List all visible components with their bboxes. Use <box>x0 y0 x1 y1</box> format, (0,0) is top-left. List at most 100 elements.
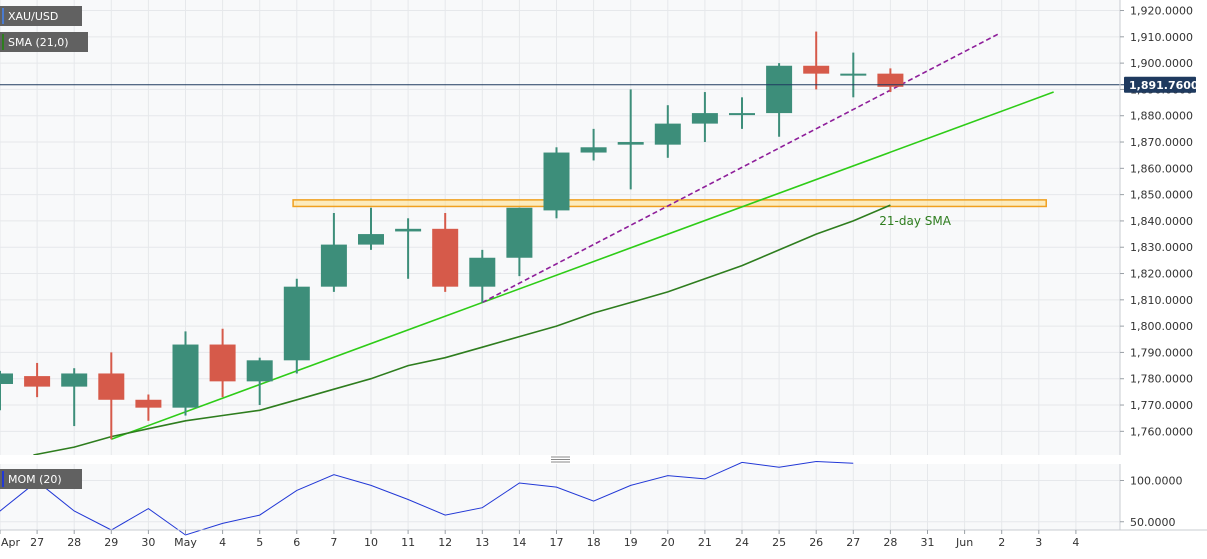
candle-layer <box>0 31 904 440</box>
momentum-legend[interactable]: MOM (20) <box>0 469 82 489</box>
candle-body <box>61 373 88 387</box>
candle-body <box>320 244 347 287</box>
time-tick-label: 17 <box>550 536 564 549</box>
price-tick-label: 1,820.0000 <box>1130 268 1193 281</box>
candle-body <box>766 65 793 114</box>
last-price-tag: 1,891.7600 <box>1124 76 1199 93</box>
bullish-candle <box>172 331 199 416</box>
bullish-candle <box>283 278 310 374</box>
last-price-tag-text: 1,891.7600 <box>1129 79 1199 92</box>
candle-body <box>580 147 607 153</box>
time-tick-label: 19 <box>624 536 638 549</box>
candle-body <box>24 376 51 387</box>
candle-body <box>135 399 162 408</box>
price-tick-label: 1,860.0000 <box>1130 162 1193 175</box>
candle-body <box>654 123 681 145</box>
candle-body <box>803 65 830 74</box>
time-tick-label: 5 <box>256 536 263 549</box>
sma-legend-text: SMA (21,0) <box>8 36 69 49</box>
time-tick-label: 28 <box>883 536 897 549</box>
time-tick-label: 13 <box>475 536 489 549</box>
time-tick-label: 11 <box>401 536 415 549</box>
symbol-legend[interactable]: XAU/USD <box>0 6 82 26</box>
bullish-candle <box>654 105 681 158</box>
price-tick-label: 1,920.0000 <box>1130 5 1193 18</box>
time-tick-label: 3 <box>1035 536 1042 549</box>
bearish-candle <box>135 394 162 421</box>
price-tick-label: 1,870.0000 <box>1130 136 1193 149</box>
time-tick-label: 4 <box>1072 536 1079 549</box>
time-tick-label: 26 <box>809 536 823 549</box>
time-tick-label: 12 <box>438 536 452 549</box>
price-tick-label: 1,830.0000 <box>1130 241 1193 254</box>
symbol-legend-text: XAU/USD <box>8 10 58 23</box>
bearish-candle <box>432 213 459 292</box>
time-tick-label: 31 <box>921 536 935 549</box>
bullish-candle <box>0 370 13 411</box>
time-tick-label: 29 <box>104 536 118 549</box>
price-tick-label: 1,800.0000 <box>1130 320 1193 333</box>
candle-body <box>432 228 459 287</box>
time-tick-label: 10 <box>364 536 378 549</box>
price-tick-label: 1,900.0000 <box>1130 57 1193 70</box>
symbol-legend-box <box>0 6 82 26</box>
price-tick-label: 1,840.0000 <box>1130 215 1193 228</box>
bullish-candle <box>580 128 607 161</box>
momentum-axis[interactable]: 100.0000 50.0000 <box>1120 475 1183 529</box>
pane-resize-handle[interactable] <box>551 456 570 463</box>
bullish-candle <box>506 207 533 277</box>
symbol-legend-marker <box>2 8 4 24</box>
bullish-candle <box>729 97 755 129</box>
candle-body <box>617 142 644 145</box>
bullish-candle <box>617 89 644 190</box>
price-tick-label: 1,850.0000 <box>1130 189 1193 202</box>
price-tick-label: 1,760.0000 <box>1130 425 1193 438</box>
momentum-tick-label: 50.0000 <box>1130 516 1176 529</box>
candle-body <box>543 152 570 211</box>
price-tick-label: 1,790.0000 <box>1130 346 1193 359</box>
bullish-candle <box>543 147 570 219</box>
time-tick-label: 27 <box>30 536 44 549</box>
time-tick-label: 27 <box>846 536 860 549</box>
candle-body <box>877 73 904 87</box>
candle-body <box>729 113 755 116</box>
candle-body <box>691 113 718 124</box>
bearish-candle <box>209 328 236 398</box>
sma-legend[interactable]: SMA (21,0) <box>0 32 88 52</box>
time-tick-label: 6 <box>293 536 300 549</box>
candle-body <box>840 73 867 76</box>
candle-body <box>209 344 236 382</box>
price-pane[interactable] <box>0 0 1120 455</box>
resistance-zone <box>292 199 1047 208</box>
candle-body <box>469 257 496 287</box>
momentum-legend-box <box>0 469 82 489</box>
bearish-candle <box>803 31 830 90</box>
candle-body <box>506 207 533 258</box>
momentum-legend-text: MOM (20) <box>8 473 62 486</box>
time-tick-label: 30 <box>141 536 155 549</box>
time-tick-label: 24 <box>735 536 749 549</box>
time-tick-label: 4 <box>219 536 226 549</box>
candle-body <box>172 344 199 408</box>
momentum-legend-marker <box>2 471 4 487</box>
time-tick-label: May <box>174 536 197 549</box>
price-axis[interactable]: 1,760.0000 1,770.0000 1,780.0000 1,790.0000… <box>1120 5 1193 439</box>
bullish-candle <box>358 207 384 250</box>
bullish-candle <box>766 63 793 137</box>
price-tick-label: 1,780.0000 <box>1130 373 1193 386</box>
bullish-candle <box>61 368 88 427</box>
resistance-zone-layer <box>292 199 1047 208</box>
candle-body <box>98 373 125 400</box>
bearish-candle <box>98 352 125 440</box>
momentum-pane[interactable] <box>0 464 1120 530</box>
candle-body <box>0 373 13 384</box>
time-tick-label: 2 <box>998 536 1005 549</box>
time-axis[interactable]: Apr 27 28 29 30 May 4 5 6 7 10 11 12 13 14 17 18 19 20 21 24… <box>0 530 1079 549</box>
time-tick-label: 21 <box>698 536 712 549</box>
momentum-grid <box>0 464 1120 530</box>
candle-body <box>283 286 310 361</box>
bullish-candle <box>246 357 273 406</box>
bullish-candle <box>469 249 496 303</box>
